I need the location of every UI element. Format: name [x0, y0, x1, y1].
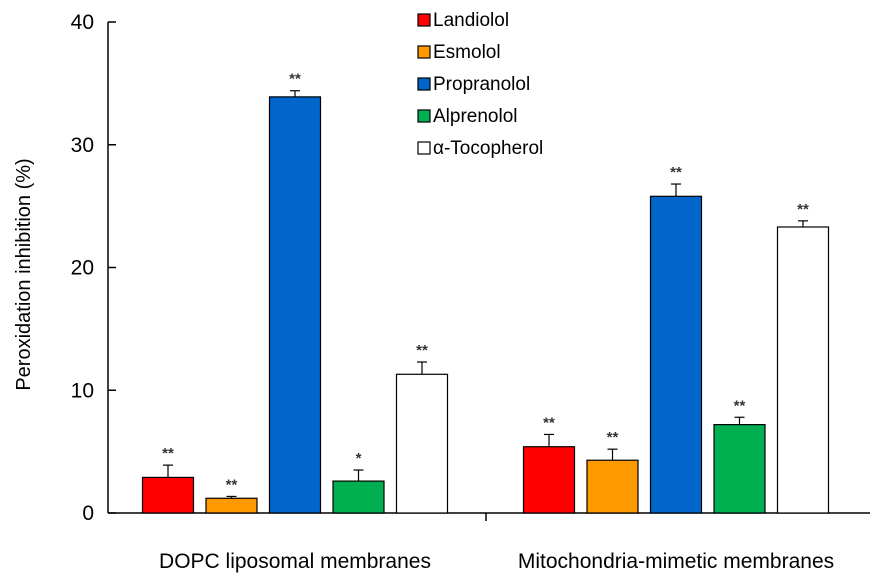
- plot-area: 0 10 20 30 40 DOPC liposomal membranes Mitocho…: [71, 11, 870, 573]
- y-tick-label: 40: [71, 11, 94, 34]
- bar: [268, 96, 322, 514]
- significance-label: *: [356, 450, 362, 467]
- legend-label: Esmolol: [433, 42, 501, 63]
- significance-label: **: [734, 397, 746, 414]
- significance-label: **: [416, 342, 428, 359]
- bar: [332, 480, 385, 514]
- legend-label: Alprenolol: [433, 106, 518, 127]
- significance-label: **: [670, 164, 682, 181]
- x-category-label: Mitochondria-mimetic membranes: [518, 550, 834, 573]
- bar: [141, 476, 195, 514]
- bar: [586, 459, 639, 514]
- bar: [776, 226, 830, 514]
- bar: [395, 373, 449, 514]
- legend: Landiolol Esmolol Propranolol Alprenolol α-T…: [417, 10, 543, 159]
- significance-label: **: [607, 429, 619, 446]
- significance-label: **: [289, 71, 301, 88]
- significance-label: **: [162, 445, 174, 462]
- legend-label: α-Tocopherol: [433, 138, 543, 159]
- y-tick-label: 30: [71, 134, 94, 157]
- legend-label: Landiolol: [433, 10, 509, 31]
- legend-swatch: [417, 109, 431, 123]
- y-axis-label: Peroxidation inhibition (%): [13, 158, 35, 390]
- legend-swatch: [417, 13, 431, 27]
- y-tick-label: 20: [71, 257, 94, 280]
- significance-label: **: [226, 476, 238, 493]
- legend-swatch: [417, 141, 431, 155]
- x-category-label: DOPC liposomal membranes: [159, 550, 431, 573]
- bar: [713, 424, 766, 514]
- legend-label: Propranolol: [433, 74, 530, 95]
- significance-label: **: [797, 201, 809, 218]
- y-tick-label: 0: [82, 502, 94, 525]
- legend-swatch: [417, 45, 431, 59]
- significance-label: **: [543, 414, 555, 431]
- bar: [649, 195, 703, 514]
- bar: [522, 446, 576, 514]
- bar: [205, 497, 258, 514]
- y-tick-label: 10: [71, 379, 94, 402]
- legend-swatch: [417, 77, 431, 91]
